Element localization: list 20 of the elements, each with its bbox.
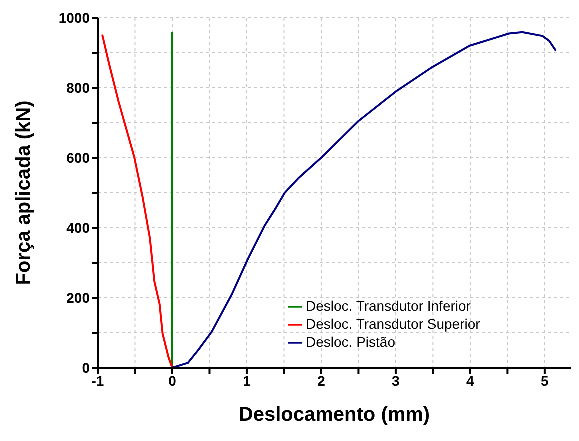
x-tick-label: 1 [243, 372, 252, 389]
y-axis-title: Força aplicada (kN) [13, 100, 36, 286]
line-series [171, 31, 558, 368]
line-series [101, 34, 174, 368]
legend-label: Desloc. Pistão [306, 334, 396, 350]
x-tick-label: 4 [466, 372, 475, 389]
y-tick-label: 800 [66, 80, 90, 96]
x-tick-label: 3 [392, 372, 400, 389]
x-tick-label: 2 [318, 372, 326, 389]
y-tick-label: 200 [66, 290, 90, 306]
y-tick-label: 0 [82, 360, 90, 376]
y-tick-label: 600 [66, 150, 90, 166]
legend-label: Desloc. Transdutor Superior [306, 316, 480, 332]
x-tick-label: -1 [92, 372, 104, 389]
x-tick-label: 0 [168, 372, 177, 389]
legend-label: Desloc. Transdutor Inferior [306, 298, 471, 314]
y-tick-label: 1000 [58, 10, 90, 26]
x-axis-title: Deslocamento (mm) [238, 404, 430, 426]
y-tick-label: 400 [66, 220, 90, 236]
x-tick-label: 5 [541, 372, 550, 389]
